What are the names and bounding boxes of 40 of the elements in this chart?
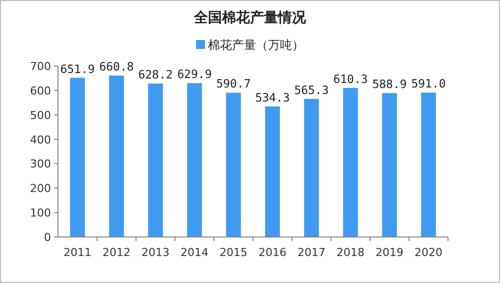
bar (382, 93, 397, 237)
data-label: 629.9 (177, 67, 212, 82)
x-tick-label: 2020 (414, 246, 442, 259)
bar (226, 92, 241, 237)
data-label: 651.9 (60, 62, 95, 76)
x-tick-label: 2013 (142, 246, 170, 259)
data-label: 628.2 (138, 68, 173, 82)
bar (109, 76, 124, 237)
data-label: 565.3 (294, 82, 329, 97)
y-tick-label: 200 (30, 182, 51, 196)
bar (148, 84, 163, 237)
x-tick-label: 2011 (64, 246, 92, 259)
bar (343, 88, 358, 237)
x-tick-label: 2012 (102, 246, 130, 259)
y-tick-label: 0 (44, 231, 51, 244)
y-tick-label: 700 (30, 60, 51, 73)
y-tick-label: 400 (30, 133, 51, 146)
chart-title: 全国棉花产量情况 (193, 9, 307, 26)
x-tick-label: 2016 (258, 246, 286, 259)
data-label: 660.8 (99, 60, 134, 74)
bar (421, 92, 436, 237)
y-tick-label: 500 (30, 108, 51, 122)
x-tick-label: 2017 (298, 246, 326, 259)
x-tick-label: 2014 (180, 246, 208, 259)
data-label: 591.0 (411, 76, 446, 91)
x-tick-label: 2019 (376, 246, 404, 259)
bar (265, 106, 280, 237)
bar (187, 83, 202, 237)
data-label: 588.9 (372, 77, 407, 92)
y-tick-label: 300 (30, 158, 51, 171)
x-tick-label: 2018 (336, 246, 364, 259)
y-tick-label: 600 (30, 84, 51, 98)
y-tick-label: 100 (30, 206, 51, 220)
data-label: 610.3 (333, 72, 368, 86)
bar (70, 78, 85, 237)
bar (304, 98, 319, 237)
legend-label: 棉花产量（万吨） (208, 38, 304, 52)
x-tick-label: 2015 (220, 246, 248, 259)
data-label: 534.3 (255, 90, 290, 104)
data-label: 590.7 (216, 76, 251, 91)
